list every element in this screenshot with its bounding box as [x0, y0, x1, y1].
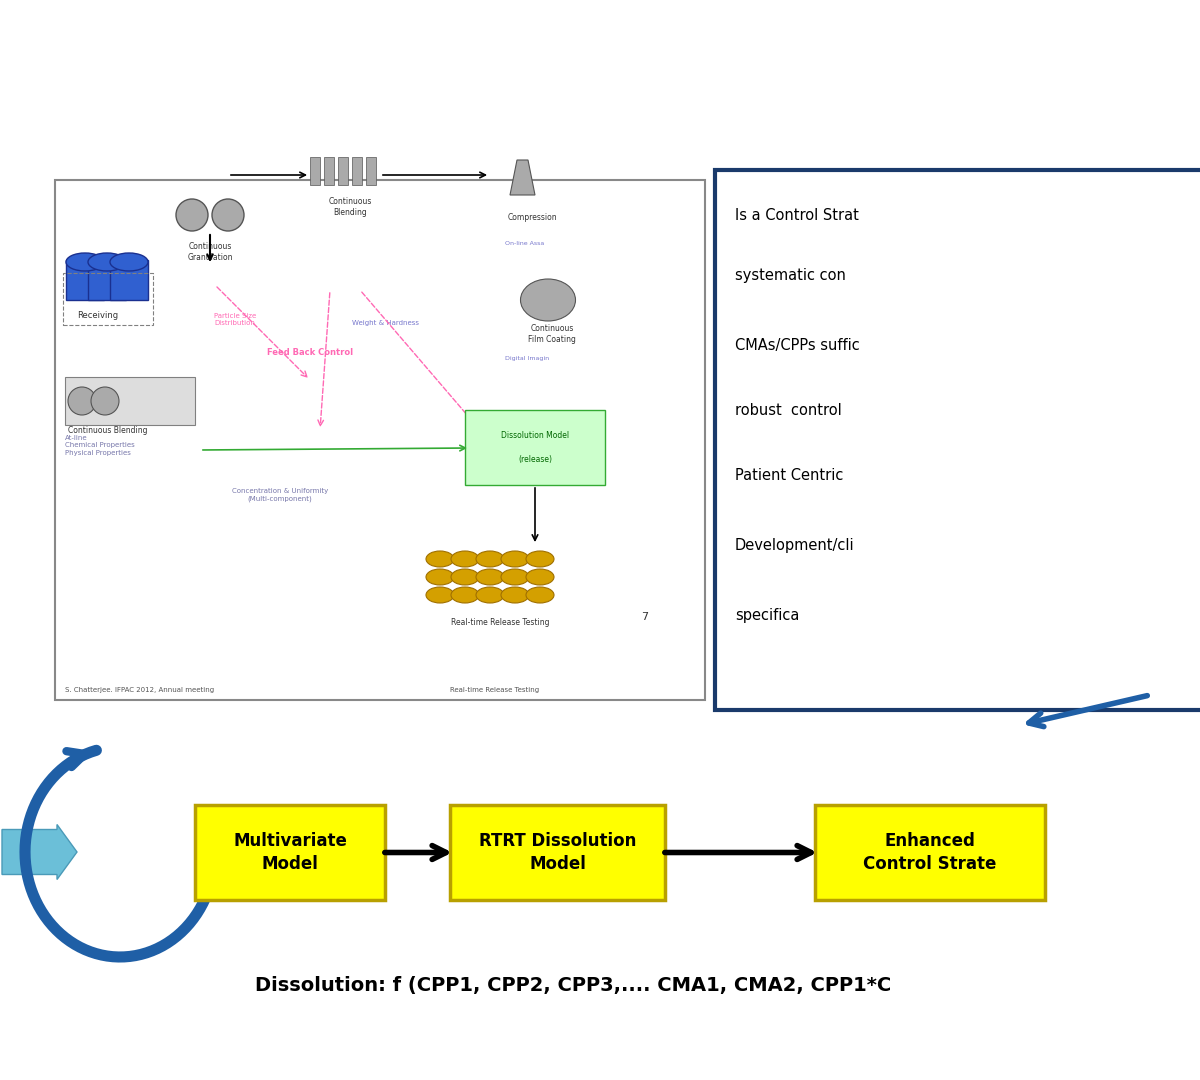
Text: RTRT Dissolution
Model: RTRT Dissolution Model — [479, 833, 636, 873]
Text: CMAs/CPPs suffic: CMAs/CPPs suffic — [734, 338, 859, 353]
Ellipse shape — [88, 253, 126, 271]
Bar — [338, 157, 348, 185]
Text: Multivariate
Model: Multivariate Model — [233, 833, 347, 873]
FancyBboxPatch shape — [715, 170, 1200, 710]
Text: S. Chatterjee. IFPAC 2012, Annual meeting: S. Chatterjee. IFPAC 2012, Annual meetin… — [65, 687, 214, 693]
Text: Dissolution Model: Dissolution Model — [500, 431, 569, 440]
Bar — [366, 157, 376, 185]
Ellipse shape — [502, 588, 529, 603]
Bar — [64, 273, 154, 325]
Ellipse shape — [451, 569, 479, 585]
FancyBboxPatch shape — [55, 180, 706, 700]
Text: Patient Centric: Patient Centric — [734, 468, 844, 483]
FancyBboxPatch shape — [466, 410, 605, 485]
Ellipse shape — [526, 588, 554, 603]
Ellipse shape — [176, 199, 208, 231]
FancyArrow shape — [2, 824, 77, 879]
FancyBboxPatch shape — [66, 260, 104, 300]
Text: Receiving: Receiving — [78, 311, 119, 320]
Ellipse shape — [476, 588, 504, 603]
Text: Development/cli: Development/cli — [734, 538, 854, 553]
Ellipse shape — [426, 551, 454, 567]
Text: Concentration & Uniformity
(Multi-component): Concentration & Uniformity (Multi-compon… — [232, 487, 328, 501]
Text: Dissolution: f (CPP1, CPP2, CPP3,.... CMA1, CMA2, CPP1*C: Dissolution: f (CPP1, CPP2, CPP3,.... CM… — [254, 975, 892, 995]
Text: 7: 7 — [642, 612, 648, 622]
Text: Continuous
Granulation: Continuous Granulation — [187, 242, 233, 262]
Text: Real-time Release Testing: Real-time Release Testing — [450, 687, 539, 693]
FancyBboxPatch shape — [450, 805, 665, 900]
Ellipse shape — [476, 569, 504, 585]
Ellipse shape — [212, 199, 244, 231]
FancyBboxPatch shape — [88, 260, 126, 300]
Ellipse shape — [91, 387, 119, 415]
Text: Is a Control Strat: Is a Control Strat — [734, 208, 859, 222]
Ellipse shape — [502, 551, 529, 567]
Bar — [352, 157, 362, 185]
Ellipse shape — [426, 588, 454, 603]
Ellipse shape — [476, 551, 504, 567]
Text: On-line Assa: On-line Assa — [505, 241, 545, 246]
Ellipse shape — [526, 569, 554, 585]
Ellipse shape — [526, 551, 554, 567]
Polygon shape — [510, 160, 535, 195]
Ellipse shape — [451, 551, 479, 567]
Text: systematic con: systematic con — [734, 268, 846, 283]
Text: Enhanced
Control Strate: Enhanced Control Strate — [863, 833, 997, 873]
Ellipse shape — [66, 253, 104, 271]
Text: Continuous
Blending: Continuous Blending — [329, 197, 372, 217]
Text: Particle Size
Distribution: Particle Size Distribution — [214, 312, 256, 326]
Ellipse shape — [426, 569, 454, 585]
Text: Compression: Compression — [508, 213, 557, 222]
Text: Real-time Release Testing: Real-time Release Testing — [451, 618, 550, 627]
FancyBboxPatch shape — [815, 805, 1045, 900]
Text: specifica: specifica — [734, 608, 799, 623]
Text: At-line
Chemical Properties
Physical Properties: At-line Chemical Properties Physical Pro… — [65, 435, 134, 456]
Text: Digital Imagin: Digital Imagin — [505, 356, 550, 361]
Text: (release): (release) — [518, 455, 552, 464]
Bar — [324, 157, 334, 185]
Bar — [65, 377, 196, 426]
Ellipse shape — [68, 387, 96, 415]
FancyBboxPatch shape — [110, 260, 148, 300]
Text: Continuous Blending: Continuous Blending — [68, 426, 148, 435]
Ellipse shape — [451, 588, 479, 603]
Bar — [310, 157, 320, 185]
Ellipse shape — [110, 253, 148, 271]
Ellipse shape — [521, 279, 576, 321]
Text: Feed Back Control: Feed Back Control — [266, 348, 353, 357]
Text: Weight & Hardness: Weight & Hardness — [352, 320, 419, 326]
Ellipse shape — [502, 569, 529, 585]
Text: Continuous
Film Coating: Continuous Film Coating — [528, 324, 576, 345]
FancyBboxPatch shape — [194, 805, 385, 900]
Text: robust  control: robust control — [734, 403, 841, 418]
